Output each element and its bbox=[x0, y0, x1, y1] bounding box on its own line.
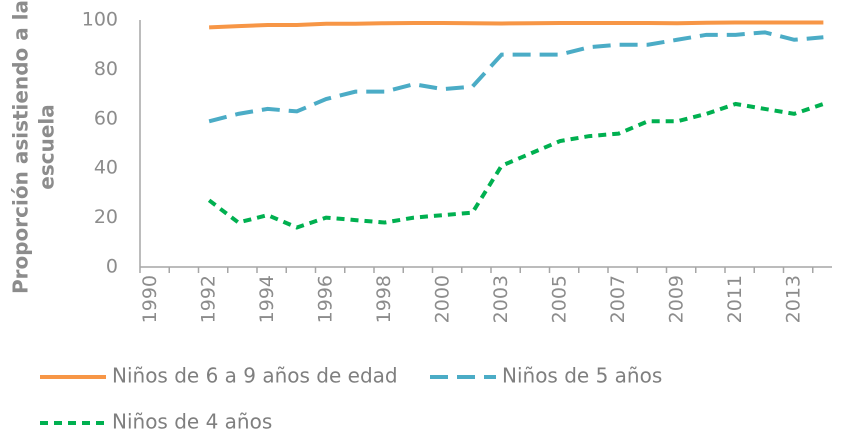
y-tick-label: 0 bbox=[106, 256, 118, 278]
x-tick-label: 2007 bbox=[607, 275, 629, 323]
y-tick-label: 20 bbox=[94, 206, 118, 228]
x-tick-label: 2005 bbox=[549, 275, 571, 323]
x-tick-label: 1998 bbox=[373, 275, 395, 323]
x-tick-label: 1994 bbox=[256, 275, 278, 323]
x-tick-label: 2009 bbox=[666, 275, 688, 323]
y-tick-label: 60 bbox=[94, 107, 118, 129]
x-tick-label: 2003 bbox=[490, 275, 512, 323]
legend-label: Niños de 5 años bbox=[502, 364, 662, 388]
x-tick-label: 2000 bbox=[432, 275, 454, 323]
legend-label: Niños de 4 años bbox=[112, 410, 272, 434]
series-line bbox=[207, 101, 825, 230]
y-tick-label: 100 bbox=[82, 9, 118, 31]
y-axis-label: escuela bbox=[35, 104, 59, 189]
x-tick-label: 2011 bbox=[724, 275, 746, 323]
series-line bbox=[208, 30, 824, 124]
legend-label: Niños de 6 a 9 años de edad bbox=[112, 364, 398, 388]
y-tick-label: 40 bbox=[94, 157, 118, 179]
x-tick-label: 1996 bbox=[315, 275, 337, 323]
y-axis-label: Proporción asistiendo a la bbox=[9, 0, 33, 294]
series-line bbox=[209, 20, 824, 30]
y-tick-label: 80 bbox=[94, 58, 118, 80]
x-tick-label: 1990 bbox=[139, 275, 161, 323]
x-tick-label: 1992 bbox=[198, 275, 220, 323]
x-tick-label: 2013 bbox=[783, 275, 805, 323]
